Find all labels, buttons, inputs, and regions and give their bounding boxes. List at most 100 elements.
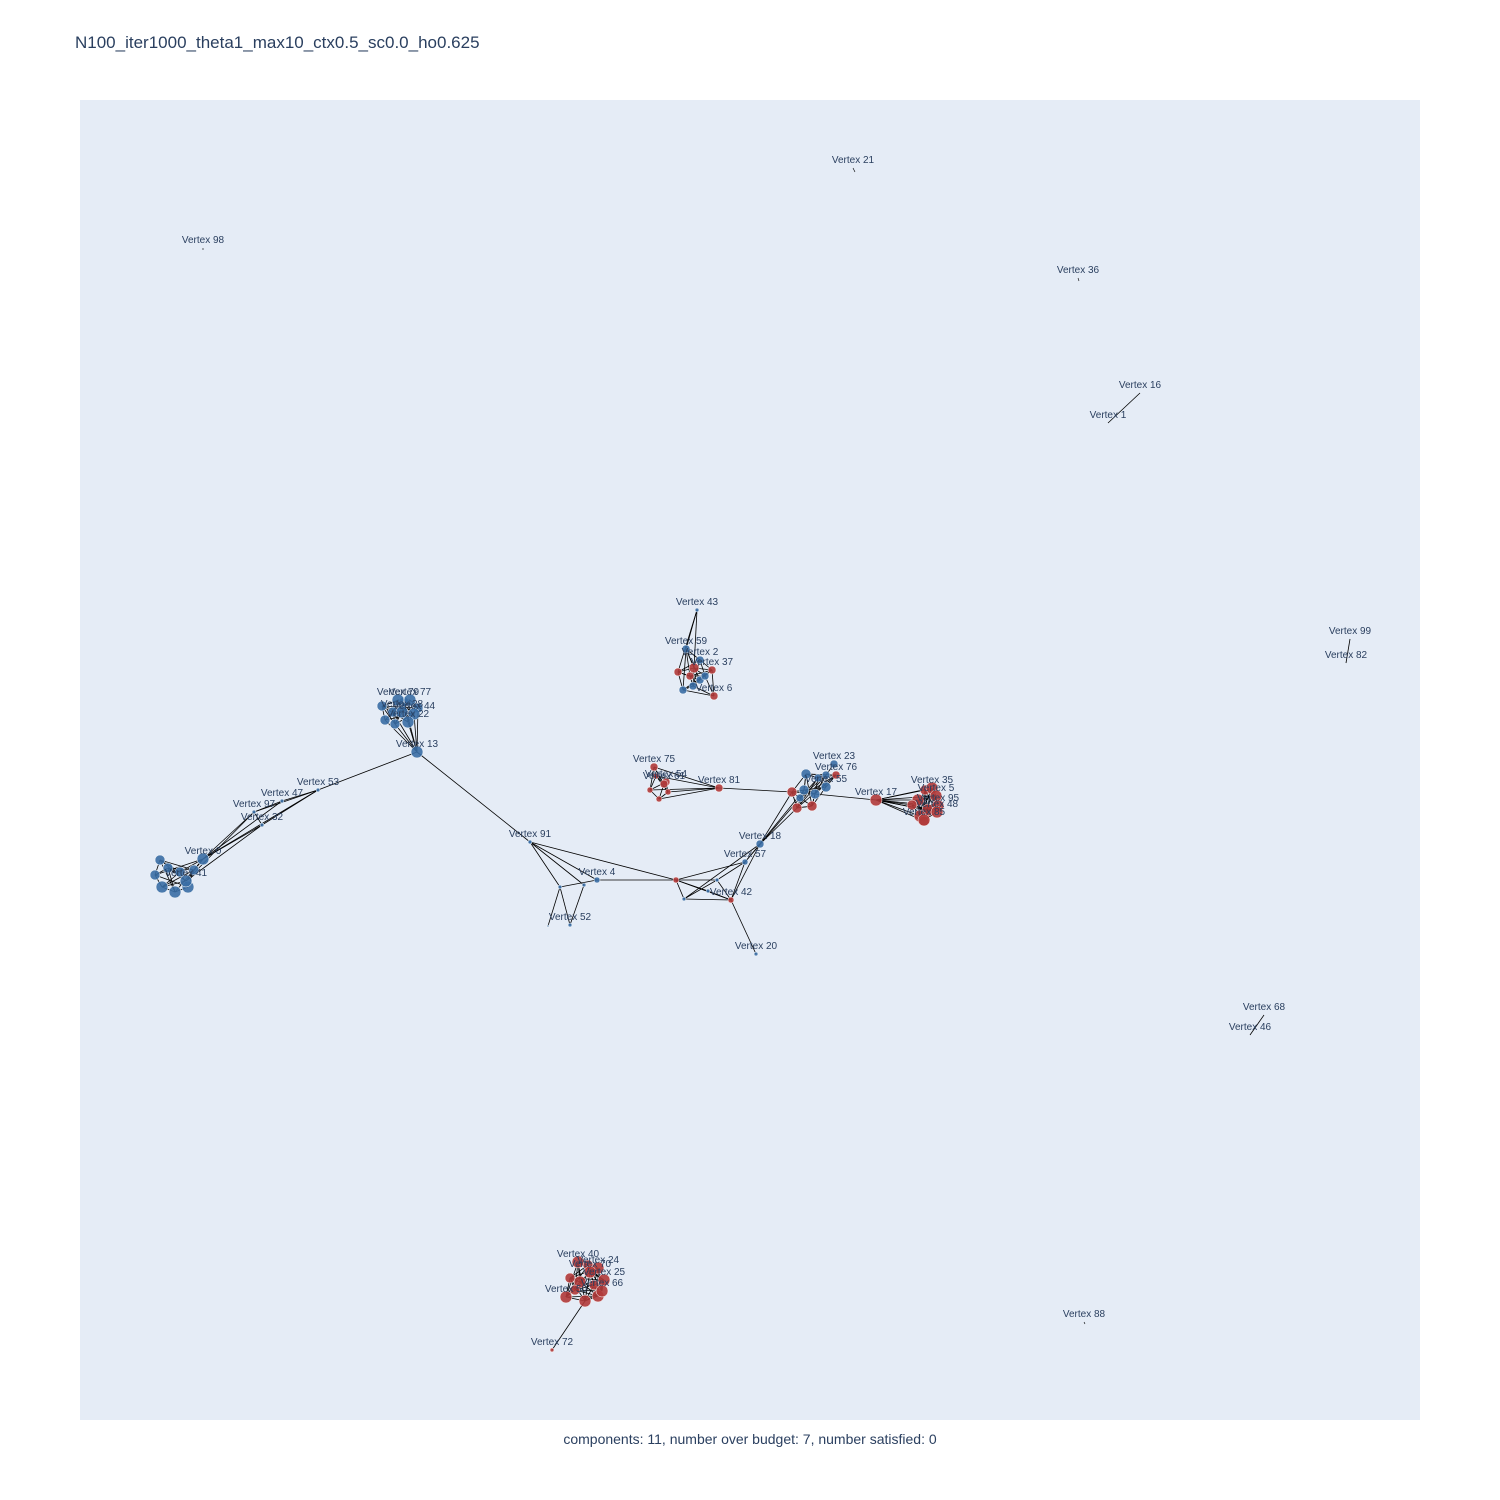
node-v53[interactable] (315, 787, 321, 793)
node-label: Vertex 66 (581, 1278, 624, 1289)
node-v18[interactable] (755, 839, 765, 849)
node-c4[interactable] (149, 869, 161, 881)
node-v32[interactable] (259, 822, 265, 828)
node-v77[interactable] (403, 693, 417, 707)
node-v75[interactable] (649, 762, 659, 772)
node-a7[interactable] (685, 671, 695, 681)
node-d2[interactable] (646, 786, 654, 794)
node-c2[interactable] (168, 885, 182, 899)
node-v91[interactable] (527, 839, 533, 845)
node-c5[interactable] (162, 862, 174, 874)
node-v23[interactable] (829, 759, 839, 769)
edge (253, 789, 319, 813)
node-g7[interactable] (546, 924, 550, 928)
node-h7[interactable] (569, 1284, 581, 1296)
node-a5[interactable] (688, 662, 700, 674)
node-v22[interactable] (401, 715, 415, 729)
node-a4[interactable] (673, 667, 683, 677)
node-v13[interactable] (410, 745, 424, 759)
node-b6[interactable] (376, 700, 388, 712)
node-e3[interactable] (806, 800, 818, 812)
node-v59[interactable] (681, 644, 691, 654)
node-v97[interactable] (251, 809, 257, 815)
node-c6[interactable] (174, 866, 186, 878)
node-v55[interactable] (820, 781, 832, 793)
node-h4[interactable] (564, 1272, 576, 1284)
node-v28[interactable] (395, 705, 409, 719)
edge (1077, 277, 1080, 282)
node-label: Vertex 24 (577, 1255, 620, 1266)
node-label: Vertex 21 (832, 155, 875, 166)
node-e6[interactable] (809, 788, 821, 800)
node-d4[interactable] (664, 788, 672, 796)
node-g6[interactable] (581, 882, 587, 888)
node-label: Vertex 50 (545, 1284, 588, 1295)
node-v0[interactable] (196, 852, 210, 866)
node-label: Vertex 48 (916, 799, 959, 810)
node-v61[interactable] (659, 779, 669, 789)
node-label: Vertex 36 (1057, 265, 1100, 276)
node-e8[interactable] (795, 793, 805, 803)
node-h3[interactable] (573, 1275, 587, 1289)
node-g5[interactable] (557, 884, 563, 890)
node-f3[interactable] (906, 799, 918, 811)
node-v43[interactable] (694, 607, 700, 613)
node-v47[interactable] (279, 798, 285, 804)
node-v52[interactable] (567, 922, 573, 928)
node-v81[interactable] (714, 783, 724, 793)
node-b3[interactable] (389, 718, 401, 730)
node-v17[interactable] (869, 793, 883, 807)
node-label: Vertex 53 (297, 777, 340, 788)
edge (693, 609, 698, 669)
edge (551, 1300, 586, 1351)
node-v72[interactable] (549, 1347, 555, 1353)
edge (649, 787, 720, 791)
edge (529, 841, 561, 888)
node-v48[interactable] (930, 805, 944, 819)
node-v37[interactable] (707, 665, 717, 675)
node-v76[interactable] (831, 770, 841, 780)
node-e9[interactable] (821, 770, 831, 780)
node-c8[interactable] (188, 864, 200, 876)
node-b1[interactable] (379, 714, 391, 726)
node-v85[interactable] (917, 813, 931, 827)
node-e4[interactable] (800, 768, 812, 780)
node-g2[interactable] (681, 896, 687, 902)
node-a1[interactable] (678, 685, 688, 695)
node-e2[interactable] (791, 802, 803, 814)
node-d1[interactable] (655, 795, 663, 803)
node-a6[interactable] (700, 671, 710, 681)
node-c7[interactable] (154, 854, 166, 866)
node-v57[interactable] (741, 858, 749, 866)
node-g3[interactable] (714, 877, 720, 883)
node-c1[interactable] (155, 880, 169, 894)
node-v2[interactable] (695, 655, 705, 665)
node-g4[interactable] (705, 888, 711, 894)
node-h6[interactable] (588, 1279, 600, 1291)
edge (667, 787, 720, 793)
edge (875, 799, 921, 817)
node-a2[interactable] (688, 681, 698, 691)
node-d3[interactable] (652, 772, 660, 780)
node-e1[interactable] (786, 786, 798, 798)
node-v66[interactable] (595, 1284, 609, 1298)
node-v4[interactable] (593, 876, 601, 884)
node-v42[interactable] (727, 896, 735, 904)
edge (682, 689, 715, 697)
edge (685, 609, 698, 650)
node-v41[interactable] (179, 874, 193, 888)
node-v50[interactable] (559, 1290, 573, 1304)
edge (683, 843, 761, 900)
node-e5[interactable] (813, 773, 823, 783)
node-v70[interactable] (583, 1265, 597, 1279)
node-g1[interactable] (672, 876, 680, 884)
node-label: Vertex 37 (691, 657, 734, 668)
edge (1249, 1014, 1265, 1036)
node-e7[interactable] (798, 784, 810, 796)
node-label: Vertex 75 (633, 754, 676, 765)
edge (716, 861, 746, 881)
node-h1[interactable] (578, 1294, 592, 1308)
node-v20[interactable] (753, 951, 759, 957)
node-v6[interactable] (709, 691, 719, 701)
node-v40[interactable] (571, 1255, 585, 1269)
